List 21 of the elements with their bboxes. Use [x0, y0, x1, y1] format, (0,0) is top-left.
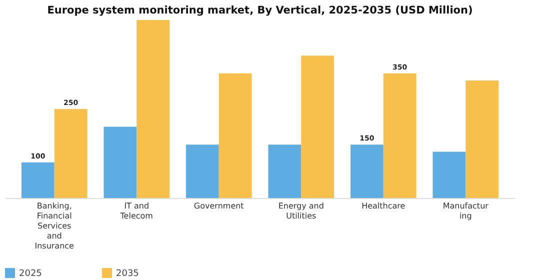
- bar: [301, 56, 334, 198]
- bar: [54, 109, 88, 198]
- x-tick-label: Healthcare: [362, 202, 406, 210]
- x-tick-label: IT and Telecom: [119, 202, 154, 220]
- bar: [432, 152, 466, 198]
- bar: [268, 144, 302, 198]
- bar: [186, 144, 219, 198]
- chart-title: Europe system monitoring market, By Vertical, 2025-2035 (USD Million): [47, 4, 473, 16]
- legend-label: 2035: [116, 269, 139, 279]
- bar: [104, 126, 137, 198]
- x-tick-label: Manufacturing: [442, 202, 490, 220]
- legend-label: 2025: [19, 269, 42, 279]
- x-tick-label: Energy and Utilities: [278, 202, 324, 220]
- x-tick-label: Government: [194, 202, 244, 210]
- bar: [21, 162, 54, 198]
- bar: [218, 73, 252, 198]
- bar: [136, 20, 170, 198]
- x-tick-label: Banking, Financial Services and Insurance: [34, 202, 74, 250]
- bar: [466, 80, 499, 198]
- bar: [383, 73, 416, 198]
- bar: [350, 144, 384, 198]
